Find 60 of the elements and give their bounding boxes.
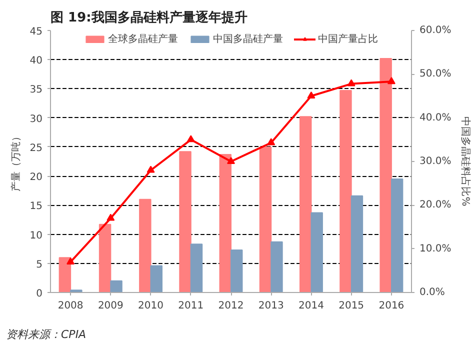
x-tick-label: 2012 [218,300,244,312]
point [307,91,316,99]
y-tick-label: 15 [30,201,43,212]
bar [350,195,364,292]
legend-label: 中国产量占比 [318,32,378,46]
point [186,135,195,142]
x-tick-label: 2015 [338,300,364,312]
point [267,138,276,146]
bar [58,257,72,292]
y2-tick-label: 10.0% [420,243,452,254]
text: 资料来源：CPIA [6,327,86,342]
legend-label: 中国多晶硅产量 [213,32,283,46]
x-tick-label: 2010 [138,300,164,312]
y-tick-label: 40 [30,56,43,67]
bar [219,154,232,292]
x-tick-label: 2008 [58,300,84,312]
chart-title: 图 19:我国多晶硅料产量逐年提升 [50,10,248,26]
bar [340,90,352,292]
y-tick-label: 10 [30,230,43,242]
y2-tick-label: 60.0% [420,25,452,36]
bar [270,241,283,292]
bar [310,212,323,292]
y-tick-label: 35 [30,84,43,96]
y-tick-label: 25 [30,142,43,154]
y-tick-label: 20 [30,172,43,184]
y2-tick-label: 30.0% [420,156,452,167]
y-tick-label: 5 [36,259,43,270]
point [227,156,235,164]
point [66,257,75,264]
bar [70,290,82,292]
y2-tick-label: 50.0% [420,68,452,80]
y-axis-title: 产量（万吨） [10,132,22,192]
x-tick-label: 2013 [258,300,284,312]
y-tick-label: 45 [30,26,43,38]
y-tick-label: 0 [36,288,43,300]
bar [230,250,243,292]
bar [110,280,122,292]
y2-tick-label: 40.0% [420,112,452,124]
point [347,79,356,86]
bar [190,244,203,292]
bar [299,116,312,292]
bar [390,178,404,292]
bar [179,151,192,292]
bar [150,265,163,292]
bar [98,224,112,292]
y-tick-label: 30 [30,114,43,125]
x-tick-label: 2011 [178,300,204,312]
point [146,166,155,173]
y2-tick-label: 0.0% [420,287,445,298]
bar [259,146,272,292]
y2-tick-label: 20.0% [420,200,452,211]
x-tick-label: 2009 [98,300,124,312]
point [387,77,396,84]
bar [380,58,392,292]
legend-label: 全球多晶硅产量 [108,32,178,46]
bar [139,198,152,292]
point [106,214,115,221]
x-tick-label: 2016 [378,300,404,312]
y2-axis-title: 中国多晶硅料占比% [459,116,472,206]
x-tick-label: 2014 [298,300,324,312]
